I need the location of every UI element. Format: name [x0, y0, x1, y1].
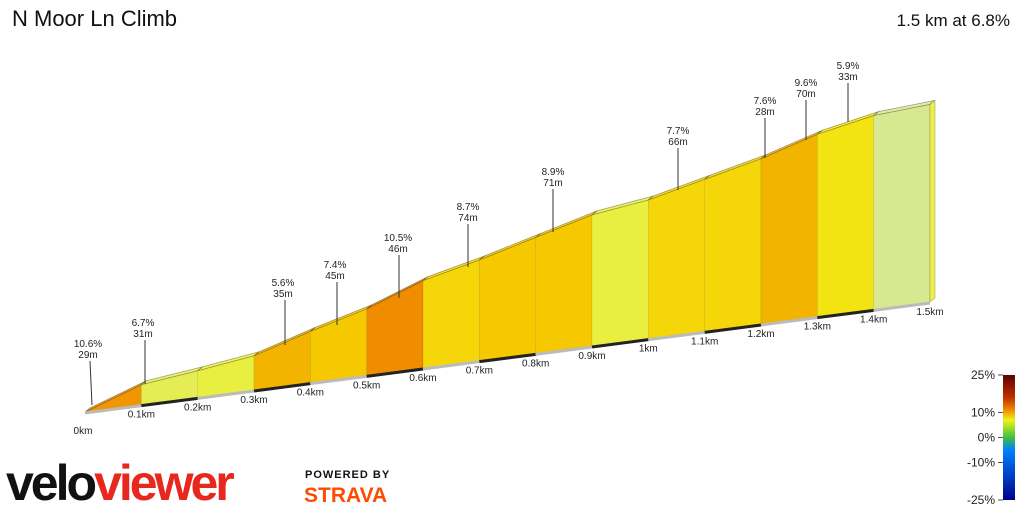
- strava: STRAVA: [304, 484, 387, 507]
- baseline-segment: [310, 374, 367, 386]
- baseline-segment: [366, 367, 424, 378]
- gradient-strip: [873, 104, 931, 310]
- baseline-segment: [535, 345, 593, 356]
- x-tick-label: 0.1km: [128, 410, 155, 421]
- x-tick-label: 1km: [639, 344, 658, 355]
- length-label: 33m: [838, 72, 857, 83]
- length-label: 45m: [325, 271, 344, 282]
- baseline-segment: [873, 301, 931, 312]
- leader: [89, 360, 93, 406]
- colorbar-label: 10%: [971, 406, 995, 420]
- baseline-segment: [197, 389, 255, 400]
- baseline-segment: [760, 316, 818, 327]
- x-tick-label: 0.9km: [578, 351, 605, 362]
- profile: [84, 99, 936, 413]
- colorbar: [1003, 375, 1015, 500]
- x-tick-label: 0.4km: [297, 388, 324, 399]
- grade-label: 7.4%: [324, 260, 347, 271]
- annotations: 10.6% 29m 6.7% 31m 5.6% 35m 7.4% 45m 10.…: [74, 61, 860, 406]
- colorbar-label: 0%: [978, 431, 996, 445]
- x-tick-label: 0.6km: [409, 373, 436, 384]
- x-tick-label: 1.2km: [747, 329, 774, 340]
- logo-text: veloviewer: [6, 455, 234, 511]
- baseline-segment: [648, 330, 705, 342]
- x-tick-label: 0.8km: [522, 358, 549, 369]
- length-label: 71m: [543, 178, 562, 189]
- length-label: 74m: [458, 213, 477, 224]
- logo-viewer: viewer: [94, 455, 234, 511]
- grade-label: 10.5%: [384, 233, 412, 244]
- gradient-strip: [591, 199, 649, 347]
- gradient-strip: [760, 133, 818, 325]
- x-tick-label: 0km: [74, 426, 93, 437]
- profile-end: [929, 99, 936, 304]
- gradient-strip: [704, 158, 762, 332]
- baseline-segment: [253, 382, 311, 393]
- colorbar-label: -10%: [967, 456, 995, 470]
- colorbar-label: 25%: [971, 368, 995, 382]
- grade-label: 7.6%: [754, 96, 777, 107]
- summary: 1.5 km at 6.8%: [897, 11, 1010, 30]
- grade-label: 5.9%: [837, 61, 860, 72]
- gradient-strip: [535, 214, 593, 354]
- x-tick-label: 1.4km: [860, 314, 887, 325]
- length-label: 31m: [133, 329, 152, 340]
- length-label: 35m: [273, 289, 292, 300]
- x-tick-label: 0.5km: [353, 380, 380, 391]
- grade-label: 5.6%: [272, 278, 295, 289]
- baseline-segment: [422, 360, 480, 371]
- colorbar-label: -25%: [967, 493, 995, 507]
- grade-label: 8.7%: [457, 202, 480, 213]
- grade-label: 8.9%: [542, 167, 565, 178]
- grade-label: 9.6%: [795, 78, 818, 89]
- length-label: 29m: [78, 350, 97, 361]
- baseline-segment: [84, 404, 142, 415]
- x-tick-label: 0.3km: [240, 395, 267, 406]
- x-tick-label: 0.7km: [466, 366, 493, 377]
- length-label: 70m: [796, 89, 815, 100]
- gradient-strip: [817, 115, 874, 318]
- length-label: 66m: [668, 137, 687, 148]
- powered-by: POWERED BY: [305, 469, 390, 481]
- grade-label: 7.7%: [667, 126, 690, 137]
- chart-title: N Moor Ln Climb: [12, 6, 177, 31]
- x-tick-label: 1.3km: [804, 322, 831, 333]
- length-label: 28m: [755, 107, 774, 118]
- baseline-segment: [704, 323, 762, 334]
- grade-label: 10.6%: [74, 339, 102, 350]
- baseline-segment: [479, 352, 536, 364]
- x-tick-label: 1.1km: [691, 336, 718, 347]
- logo: veloviewer POWERED BY STRAVA: [6, 455, 390, 511]
- x-tick-label: 0.2km: [184, 402, 211, 413]
- x-tick-label: 1.5km: [916, 307, 943, 318]
- grade-label: 6.7%: [132, 318, 155, 329]
- gradient-strip: [648, 178, 705, 340]
- length-label: 46m: [388, 244, 407, 255]
- baseline-segment: [141, 396, 198, 408]
- baseline-segment: [591, 338, 649, 349]
- gradient-strip: [253, 330, 311, 391]
- baseline-segment: [817, 308, 874, 320]
- logo-velo: velo: [6, 455, 96, 511]
